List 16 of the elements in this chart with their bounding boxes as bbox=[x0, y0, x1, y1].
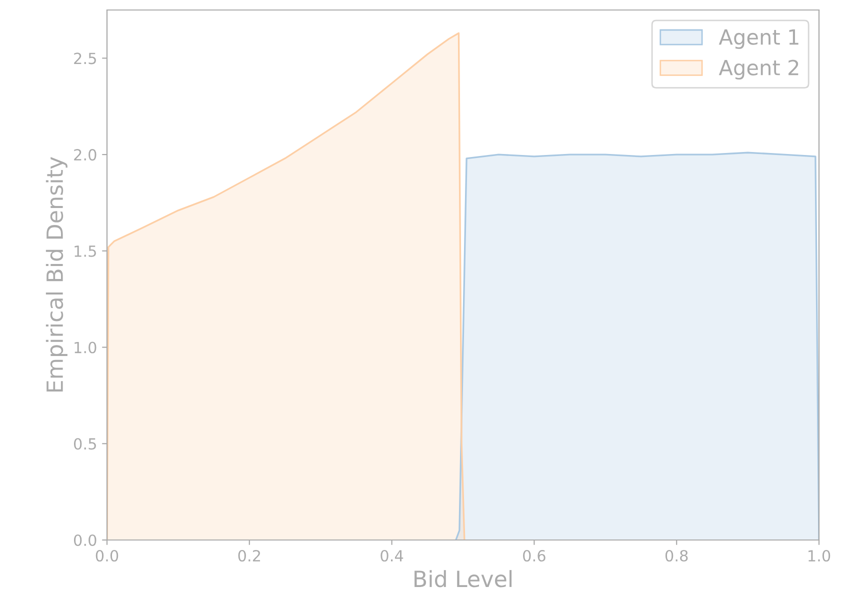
legend-label: Agent 2 bbox=[718, 60, 798, 80]
y-tick-label: 1.0 bbox=[74, 342, 96, 354]
y-tick-label: 0.0 bbox=[74, 534, 96, 546]
x-tick-label: 0.0 bbox=[96, 550, 118, 562]
x-tick-label: 0.4 bbox=[380, 550, 404, 562]
y-tick-label: 1.5 bbox=[74, 246, 96, 257]
x-tick-label: 0.6 bbox=[523, 550, 546, 562]
y-tick-label: 0.5 bbox=[74, 438, 96, 450]
x-tick-label: 0.8 bbox=[665, 550, 688, 562]
x-axis-title: Bid Level bbox=[414, 570, 512, 588]
x-tick-label: 1.0 bbox=[808, 550, 830, 562]
y-tick-label: 2.0 bbox=[74, 149, 96, 161]
y-axis-title: Empirical Bid Density bbox=[46, 156, 68, 392]
legend-label: Agent 1 bbox=[718, 29, 798, 49]
y-tick-label: 2.5 bbox=[74, 52, 96, 64]
x-tick-label: 0.2 bbox=[238, 550, 260, 562]
